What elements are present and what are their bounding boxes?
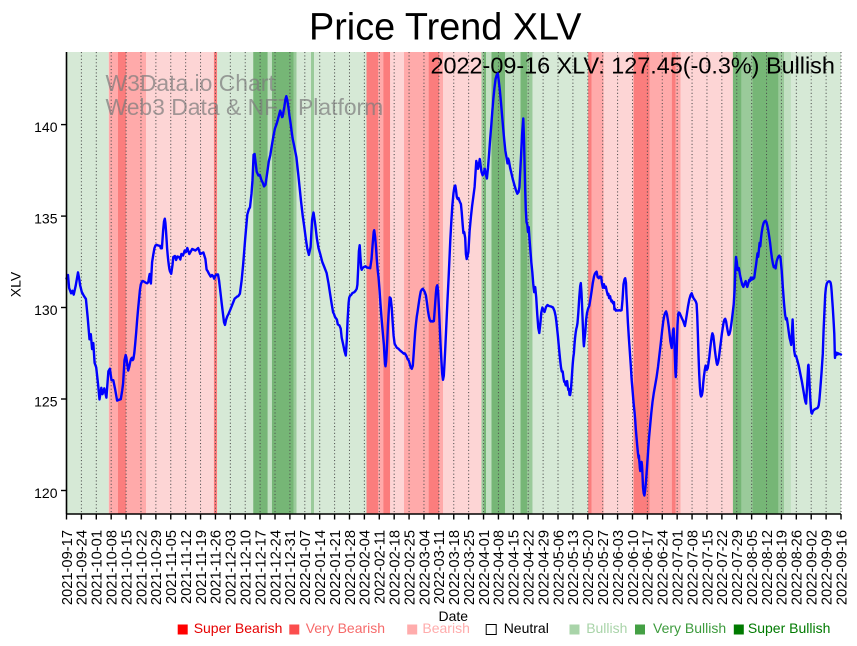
svg-text:2022-03-25: 2022-03-25 xyxy=(462,530,478,605)
svg-text:2021-10-22: 2021-10-22 xyxy=(134,530,150,605)
svg-text:2022-08-19: 2022-08-19 xyxy=(775,530,791,605)
svg-text:2022-06-10: 2022-06-10 xyxy=(626,530,642,605)
svg-text:Very Bearish: Very Bearish xyxy=(306,620,385,636)
svg-text:2021-11-19: 2021-11-19 xyxy=(194,530,210,604)
svg-text:2022-07-22: 2022-07-22 xyxy=(715,530,731,605)
svg-text:2021-10-15: 2021-10-15 xyxy=(119,530,135,605)
svg-text:2021-11-05: 2021-11-05 xyxy=(164,530,180,604)
svg-text:2022-06-03: 2022-06-03 xyxy=(611,530,627,605)
svg-text:Very Bullish: Very Bullish xyxy=(653,620,726,636)
svg-text:2022-06-17: 2022-06-17 xyxy=(641,530,657,605)
svg-text:2021-12-03: 2021-12-03 xyxy=(224,530,240,605)
svg-text:2021-12-31: 2021-12-31 xyxy=(283,530,299,605)
svg-text:140: 140 xyxy=(34,119,58,135)
svg-text:2021-09-24: 2021-09-24 xyxy=(75,530,91,605)
svg-text:Bullish: Bullish xyxy=(586,620,627,636)
svg-text:2021-11-26: 2021-11-26 xyxy=(209,530,225,604)
svg-text:2022-08-12: 2022-08-12 xyxy=(760,530,776,605)
svg-text:2022-09-09: 2022-09-09 xyxy=(819,530,835,605)
svg-text:2022-02-04: 2022-02-04 xyxy=(358,530,374,605)
svg-text:Super Bullish: Super Bullish xyxy=(748,620,831,636)
svg-text:130: 130 xyxy=(34,302,58,318)
svg-text:2021-09-17: 2021-09-17 xyxy=(60,530,76,605)
svg-text:2022-04-15: 2022-04-15 xyxy=(507,530,523,605)
svg-text:XLV: XLV xyxy=(8,271,24,297)
svg-text:2022-09-16: 2022-09-16 xyxy=(834,530,850,605)
svg-text:2021-11-12: 2021-11-12 xyxy=(179,530,195,604)
svg-text:2022-04-29: 2022-04-29 xyxy=(536,530,552,605)
svg-text:W3Data.io Chart: W3Data.io Chart xyxy=(106,70,276,96)
svg-text:2022-03-04: 2022-03-04 xyxy=(417,530,433,605)
svg-text:Neutral: Neutral xyxy=(504,620,549,636)
svg-text:2021-12-10: 2021-12-10 xyxy=(239,530,255,605)
svg-text:2021-10-29: 2021-10-29 xyxy=(149,530,165,605)
svg-text:2022-07-29: 2022-07-29 xyxy=(730,530,746,605)
svg-text:2022-06-24: 2022-06-24 xyxy=(656,530,672,605)
svg-text:2022-09-02: 2022-09-02 xyxy=(805,530,821,605)
svg-text:2022-09-16 XLV: 127.45(-0.3%): 2022-09-16 XLV: 127.45(-0.3%) Bullish xyxy=(431,53,835,79)
svg-text:2022-07-01: 2022-07-01 xyxy=(670,530,686,605)
svg-text:2021-10-08: 2021-10-08 xyxy=(104,530,120,605)
svg-text:2022-05-27: 2022-05-27 xyxy=(596,530,612,605)
svg-text:Super Bearish: Super Bearish xyxy=(194,620,283,636)
svg-text:2022-07-15: 2022-07-15 xyxy=(700,530,716,605)
svg-text:2021-10-01: 2021-10-01 xyxy=(90,530,106,605)
svg-text:2022-08-05: 2022-08-05 xyxy=(745,530,761,605)
svg-text:2022-05-20: 2022-05-20 xyxy=(581,530,597,605)
svg-text:2022-02-18: 2022-02-18 xyxy=(387,530,403,605)
svg-text:2022-03-18: 2022-03-18 xyxy=(447,530,463,605)
svg-text:2022-01-21: 2022-01-21 xyxy=(328,530,344,605)
svg-text:2022-05-13: 2022-05-13 xyxy=(566,530,582,605)
svg-text:2022-08-26: 2022-08-26 xyxy=(790,530,806,605)
svg-text:2021-12-17: 2021-12-17 xyxy=(253,530,269,605)
svg-text:Date: Date xyxy=(439,608,469,624)
svg-text:2022-07-08: 2022-07-08 xyxy=(685,530,701,605)
svg-text:2022-04-22: 2022-04-22 xyxy=(522,530,538,605)
svg-text:2022-04-08: 2022-04-08 xyxy=(492,530,508,605)
svg-text:125: 125 xyxy=(34,393,58,409)
svg-text:2021-12-24: 2021-12-24 xyxy=(268,530,284,605)
svg-text:2022-05-06: 2022-05-06 xyxy=(551,530,567,605)
svg-text:2022-01-14: 2022-01-14 xyxy=(313,530,329,605)
svg-text:Bearish: Bearish xyxy=(422,620,469,636)
svg-text:2022-01-28: 2022-01-28 xyxy=(343,530,359,605)
svg-text:135: 135 xyxy=(34,211,58,227)
svg-text:2022-03-11: 2022-03-11 xyxy=(432,530,448,604)
svg-text:2022-04-01: 2022-04-01 xyxy=(477,530,493,605)
svg-text:2022-02-25: 2022-02-25 xyxy=(402,530,418,605)
svg-text:Price Trend XLV: Price Trend XLV xyxy=(309,7,582,49)
svg-text:2022-01-07: 2022-01-07 xyxy=(298,530,314,605)
svg-text:120: 120 xyxy=(34,485,58,501)
svg-text:Web3 Data & NFT Platform: Web3 Data & NFT Platform xyxy=(106,94,384,120)
svg-text:2022-02-11: 2022-02-11 xyxy=(373,530,389,604)
